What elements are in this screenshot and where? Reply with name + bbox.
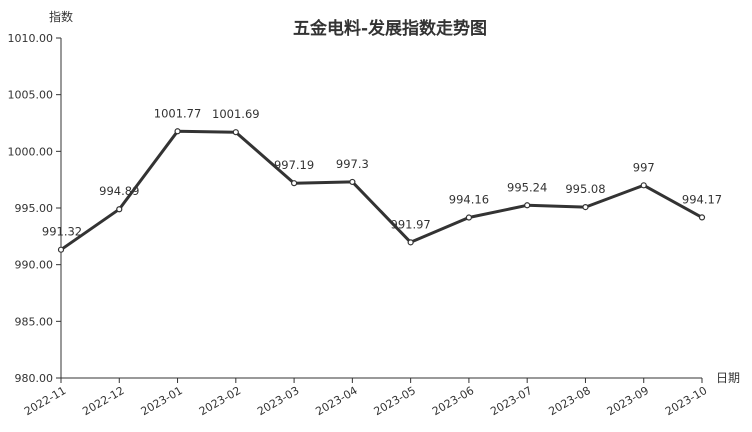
data-label: 994.17 [682,192,722,206]
data-point [407,239,414,246]
x-tick-label: 2023-07 [488,384,534,418]
x-tick-label: 2023-03 [255,384,301,418]
x-tick-label: 2023-05 [372,384,418,418]
x-tick-label: 2023-02 [197,384,243,418]
x-axis-label: 日期 [716,371,740,385]
data-label: 997 [633,160,655,174]
x-tick-label: 2023-10 [663,384,709,418]
data-point [640,182,647,189]
data-label: 1001.69 [212,107,260,121]
data-label: 997.3 [336,157,369,171]
data-label: 995.08 [565,182,605,196]
x-tick-label: 2023-04 [313,384,359,418]
data-labels-group: 991.32 994.89 1001.77 1001.69 997.19 997.3 991… [42,106,722,238]
chart-title: 五金电料-发展指数走势图 [293,18,487,39]
data-point [57,246,65,253]
data-point [465,214,473,221]
data-label: 997.19 [274,158,314,172]
data-label: 994.16 [449,193,489,207]
y-tick-label: 1010.00 [8,32,54,45]
data-label: 991.97 [391,217,431,231]
x-tick-label: 2023-09 [605,384,651,418]
data-point [524,202,531,209]
series-line [59,129,704,252]
data-point [290,180,298,187]
y-axis-ticks: 980.00 985.00 990.00 995.00 1000.00 1005.00 10… [8,32,61,385]
series-group [57,128,706,253]
data-point [174,128,181,135]
x-tick-label: 2022-12 [80,384,126,418]
y-tick-label: 990.00 [15,259,54,272]
y-tick-label: 1000.00 [8,145,54,158]
y-tick-label: 985.00 [15,315,54,328]
y-tick-label: 1005.00 [8,89,54,102]
data-point [116,206,123,213]
y-tick-label: 995.00 [15,202,54,215]
x-tick-label: 2023-08 [546,384,592,418]
data-point [232,129,239,136]
data-point [698,214,706,221]
y-tick-label: 980.00 [15,372,54,385]
y-axis-label: 指数 [49,9,73,24]
data-label: 994.89 [99,184,139,198]
data-label: 991.32 [42,225,82,239]
x-tick-label: 2023-01 [139,384,185,418]
data-label: 1001.77 [154,106,202,120]
x-tick-label: 2023-06 [430,384,476,418]
data-point [582,203,589,211]
x-axis-ticks: 2022-11 2022-12 2023-01 2023-02 2023-03 2023-… [22,378,709,418]
x-tick-label: 2022-11 [22,384,68,418]
data-label: 995.24 [507,180,547,194]
data-point [349,178,356,186]
